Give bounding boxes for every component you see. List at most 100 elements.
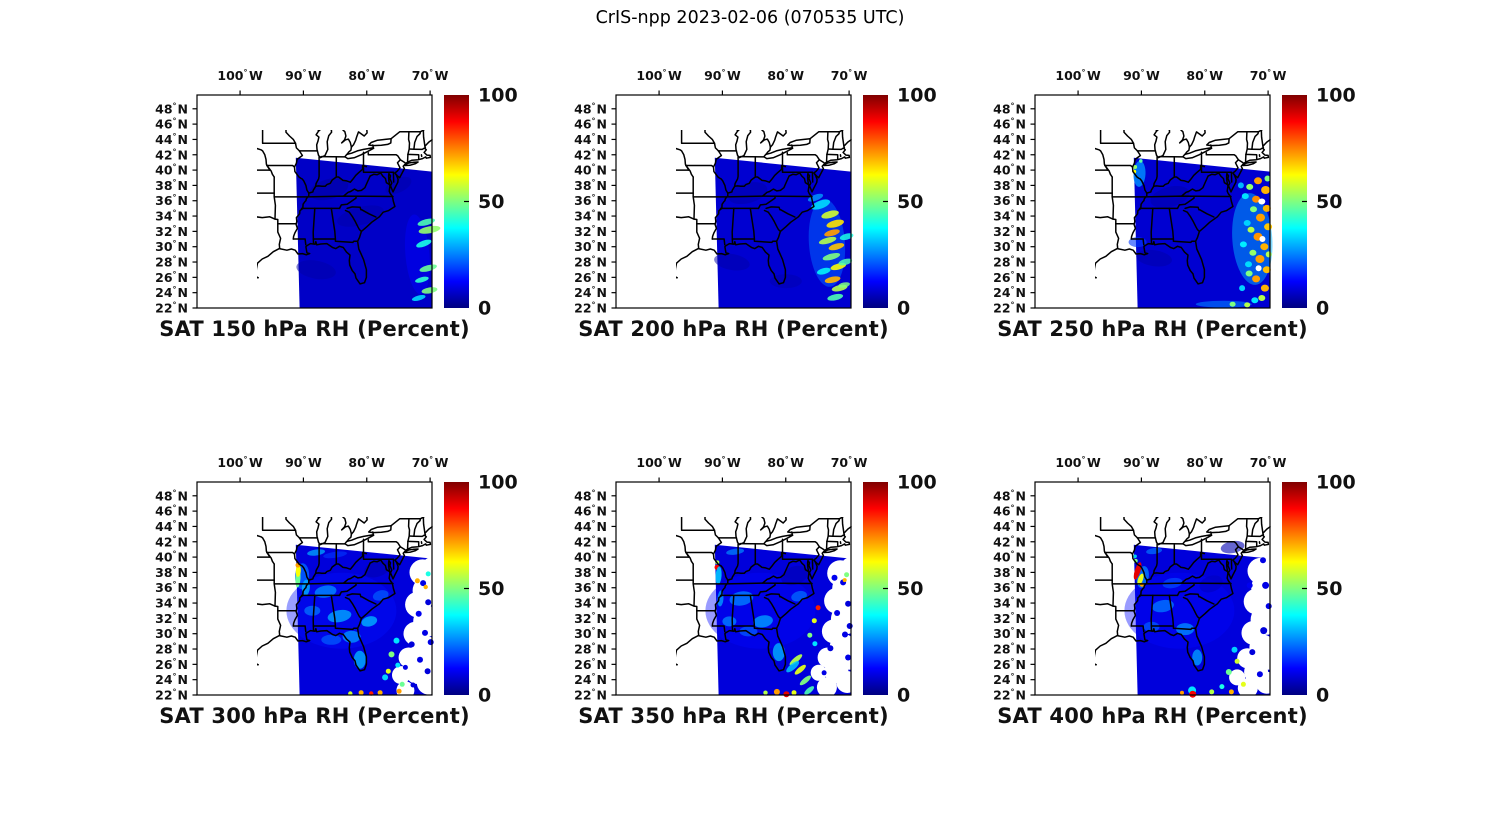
- lon-tick-label: 90° W: [285, 455, 322, 470]
- lon-tick-label: 100° W: [636, 455, 682, 470]
- lat-tick-label: 36°N: [993, 193, 1026, 208]
- lat-tick-label: 32°N: [993, 224, 1026, 239]
- colorbar-tick-label: 50: [1316, 191, 1342, 213]
- lat-tick-label: 46°N: [155, 504, 188, 519]
- lat-tick-label: 26°N: [155, 270, 188, 285]
- colorbar-tick-label: 50: [897, 578, 923, 600]
- rh-swath-layer: [1124, 540, 1283, 699]
- map-canvas-250hpa: 100° W 90° W 80° W 70° W 48°N46°N44°N42°N40°N38°…: [993, 68, 1356, 320]
- lat-tick-label: 44°N: [993, 132, 1026, 147]
- lat-tick-label: 30°N: [155, 239, 188, 254]
- lon-tick-label: 90° W: [1123, 455, 1160, 470]
- lon-tick-label: 100° W: [217, 455, 263, 470]
- lon-tick-label: 80° W: [348, 68, 385, 83]
- axis-ticks-and-labels: 100° W 90° W 80° W 70° W 48°N46°N44°N42°N40°N38°…: [155, 455, 449, 703]
- lat-tick-label: 24°N: [993, 672, 1026, 687]
- colorbar: 100 50 0: [1282, 85, 1356, 320]
- colorbar: 100 50 0: [863, 472, 937, 707]
- lat-tick-label: 36°N: [993, 580, 1026, 595]
- lat-tick-label: 24°N: [993, 285, 1026, 300]
- colorbar-tick-label: 50: [897, 191, 923, 213]
- colorbar-tick-label: 100: [1316, 472, 1356, 494]
- panel-400hpa: 100° W 90° W 80° W 70° W 48°N 46°N 44°N 42°N 40°N 38°…: [975, 447, 1358, 739]
- lat-tick-label: 22°N: [155, 301, 188, 316]
- lat-tick-label: 22°N: [574, 301, 607, 316]
- colorbar-tick-label: 0: [1316, 685, 1329, 707]
- map-canvas-350hpa: 100° W 90° W 80° W 70° W 48°N46°N44°N42°N40°N38°…: [574, 455, 937, 707]
- lat-tick-label: 42°N: [574, 147, 607, 162]
- lat-tick-label: 40°N: [574, 550, 607, 565]
- lat-tick-label: 38°N: [574, 565, 607, 580]
- lat-tick-label: 46°N: [993, 117, 1026, 132]
- panel-title-200hpa: SAT 200 hPa RH (Percent): [578, 317, 889, 341]
- lat-tick-label: 26°N: [993, 270, 1026, 285]
- lat-tick-label: 38°N: [993, 178, 1026, 193]
- lat-tick-label: 42°N: [155, 534, 188, 549]
- colorbar-tick-label: 100: [1316, 85, 1356, 107]
- lat-tick-label: 26°N: [155, 657, 188, 672]
- lat-tick-label: 34°N: [574, 596, 607, 611]
- lon-tick-label: 100° W: [1055, 68, 1101, 83]
- rh-swath-layer: [295, 157, 441, 308]
- lat-tick-label: 46°N: [993, 504, 1026, 519]
- basemap: [676, 130, 852, 285]
- lat-tick-label: 24°N: [574, 672, 607, 687]
- panel-title-400hpa: SAT 400 hPa RH (Percent): [997, 704, 1308, 728]
- rh-swath-layer: [286, 544, 445, 700]
- lat-tick-label: 36°N: [574, 580, 607, 595]
- lon-tick-label: 100° W: [1055, 455, 1101, 470]
- colorbar-tick-label: 100: [897, 472, 937, 494]
- rh-swath-layer: [705, 544, 863, 698]
- map-canvas-150hpa: 100° W 90° W 80° W 70° W 48°N46°N44°N42°N40°N38°…: [155, 68, 518, 320]
- map-frame: [615, 481, 852, 696]
- lat-tick-label: 30°N: [574, 626, 607, 641]
- colorbar-tick-label: 0: [478, 685, 491, 707]
- lat-tick-label: 28°N: [574, 255, 607, 270]
- lat-tick-label: 28°N: [574, 642, 607, 657]
- lat-tick-label: 22°N: [993, 688, 1026, 703]
- colorbar: 100 50 0: [444, 472, 518, 707]
- lat-tick-label: 32°N: [574, 224, 607, 239]
- lat-tick-label: 46°N: [155, 117, 188, 132]
- lat-tick-label: 32°N: [993, 611, 1026, 626]
- lat-tick-label: 36°N: [155, 580, 188, 595]
- colorbar-tick-label: 50: [1316, 578, 1342, 600]
- lat-tick-label: 22°N: [993, 301, 1026, 316]
- axis-ticks-and-labels: 100° W 90° W 80° W 70° W 48°N46°N44°N42°N40°N38°…: [155, 68, 449, 316]
- lat-tick-label: 38°N: [993, 565, 1026, 580]
- lat-tick-label: 46°N: [574, 504, 607, 519]
- lat-tick-label: 32°N: [155, 611, 188, 626]
- colorbar-tick-label: 0: [1316, 298, 1329, 320]
- lat-tick-label: 24°N: [155, 285, 188, 300]
- lat-tick-label: 22°N: [155, 688, 188, 703]
- lat-tick-label: 44°N: [574, 519, 607, 534]
- axis-ticks-and-labels: 100° W 90° W 80° W 70° W 48°N46°N44°N42°N40°N38°…: [993, 455, 1287, 703]
- lon-tick-label: 90° W: [704, 455, 741, 470]
- colorbar: 100 50 0: [863, 85, 937, 320]
- axis-ticks-and-labels: 100° W 90° W 80° W 70° W 48°N46°N44°N42°N40°N38°…: [574, 455, 868, 703]
- lon-tick-label: 70° W: [1250, 455, 1287, 470]
- lat-tick-label: 42°N: [993, 534, 1026, 549]
- lat-tick-label: 48°N: [574, 101, 607, 116]
- colorbar-tick-label: 0: [478, 298, 491, 320]
- lon-tick-label: 80° W: [1186, 455, 1223, 470]
- lat-tick-label: 38°N: [155, 565, 188, 580]
- map-frame: [196, 94, 433, 309]
- lat-tick-label: 40°N: [993, 163, 1026, 178]
- panel-350hpa: 100° W 90° W 80° W 70° W 48°N 46°N 44°N 42°N 40°N 38°…: [556, 447, 939, 739]
- lat-tick-label: 44°N: [993, 519, 1026, 534]
- colorbar: 100 50 0: [444, 85, 518, 320]
- lat-tick-label: 34°N: [574, 209, 607, 224]
- colorbar-tick-label: 100: [478, 472, 518, 494]
- lon-tick-label: 80° W: [767, 68, 804, 83]
- lat-tick-label: 28°N: [993, 255, 1026, 270]
- lat-tick-label: 32°N: [574, 611, 607, 626]
- lat-tick-label: 48°N: [155, 101, 188, 116]
- lon-tick-label: 100° W: [636, 68, 682, 83]
- axis-ticks-and-labels: 100° W 90° W 80° W 70° W 48°N46°N44°N42°N40°N38°…: [574, 68, 868, 316]
- lat-tick-label: 48°N: [993, 488, 1026, 503]
- lat-tick-label: 36°N: [574, 193, 607, 208]
- lat-tick-label: 30°N: [993, 626, 1026, 641]
- map-frame: [1034, 481, 1271, 696]
